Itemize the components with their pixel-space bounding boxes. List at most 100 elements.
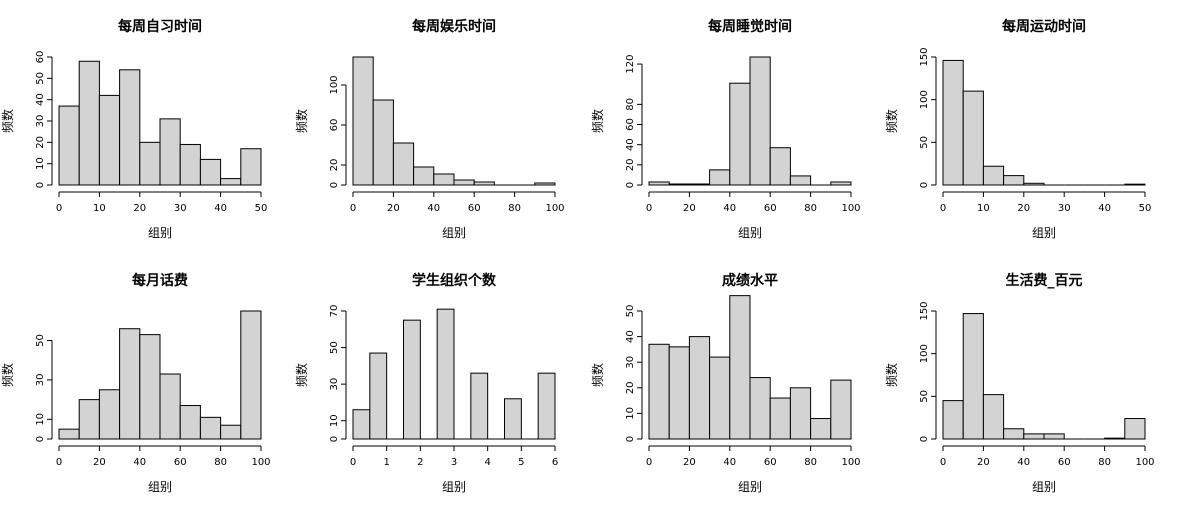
histogram-bar (749, 377, 771, 440)
histogram-bar (403, 319, 421, 440)
histogram-bar (199, 416, 222, 440)
x-tick-label: 10 (977, 203, 990, 214)
histogram-bar (942, 400, 964, 440)
y-tick-label: 100 (919, 90, 930, 109)
histogram-bar (352, 56, 374, 186)
histogram-bar (1023, 433, 1045, 440)
histogram-panel: 每周睡觉时间 0 20 40 60 80 100 组别 0 20 40 60 80 120 频数 (590, 18, 861, 240)
x-tick-label: 80 (508, 203, 521, 214)
histogram-bar (352, 409, 371, 440)
x-tick-label: 20 (93, 457, 106, 468)
y-tick-label: 40 (35, 93, 46, 106)
histogram-bar (98, 94, 121, 186)
chart-title: 每周睡觉时间 (708, 18, 792, 35)
histogram-bar (769, 397, 791, 440)
y-axis-label: 频数 (0, 109, 15, 133)
histogram-panel: 每月话费 0 20 40 60 80 100 组别 0 10 30 50 频数 (0, 272, 271, 494)
chart-title: 成绩水平 (722, 272, 778, 289)
histogram-bar (119, 69, 141, 186)
histogram-bar (668, 183, 690, 186)
histogram-bar (159, 118, 181, 186)
histogram-bar (392, 142, 415, 186)
y-tick-label: 0 (35, 182, 46, 188)
y-tick-label: 30 (35, 115, 46, 128)
histogram-panel: 每周运动时间 0 10 20 30 40 50 组别 0 50 100 150 频数 (884, 18, 1151, 240)
x-tick-label: 50 (1139, 203, 1152, 214)
x-tick-label: 0 (646, 203, 652, 214)
x-tick-label: 100 (841, 203, 860, 214)
histogram-bar (58, 428, 80, 440)
histogram-bar (98, 389, 121, 440)
histogram-bar (179, 405, 201, 440)
histogram-bar (962, 90, 984, 186)
x-tick-label: 100 (251, 457, 270, 468)
histogram-panel: 生活费_百元 0 20 40 60 80 100 组别 0 50 100 150 频数 (884, 272, 1155, 494)
x-tick-label: 0 (646, 457, 652, 468)
histogram-bar (1003, 428, 1025, 440)
y-axis-label: 频数 (0, 363, 15, 387)
y-tick-label: 10 (35, 157, 46, 170)
histogram-bar (810, 418, 832, 440)
histogram-bar (504, 398, 522, 440)
x-tick-label: 100 (841, 457, 860, 468)
y-tick-label: 0 (919, 436, 930, 442)
x-tick-label: 60 (174, 457, 187, 468)
histogram-panel: 成绩水平 0 20 40 60 80 100 组别 0 10 20 30 40 50 频数 (590, 272, 861, 494)
y-tick-label: 20 (625, 158, 636, 171)
x-tick-label: 60 (764, 203, 777, 214)
chart-title: 学生组织个数 (412, 272, 497, 289)
x-axis-label: 组别 (738, 480, 762, 494)
y-tick-label: 60 (625, 118, 636, 131)
x-tick-label: 0 (56, 203, 62, 214)
x-tick-label: 6 (552, 457, 558, 468)
y-tick-label: 0 (625, 436, 636, 442)
histogram-bar (139, 334, 161, 440)
histogram-bar (769, 147, 791, 186)
y-tick-label: 0 (35, 436, 46, 442)
x-tick-label: 40 (723, 203, 736, 214)
histogram-bar (1124, 418, 1146, 440)
histogram-bar (1104, 437, 1126, 440)
histogram-bar (709, 169, 731, 186)
histogram-bar (789, 387, 812, 440)
y-tick-label: 20 (329, 159, 340, 172)
histogram-bar (729, 82, 751, 186)
histogram-bar (1124, 183, 1146, 186)
y-tick-label: 20 (35, 136, 46, 149)
histogram-bar (534, 182, 556, 186)
y-tick-label: 0 (625, 182, 636, 188)
chart-title: 生活费_百元 (1006, 272, 1083, 289)
x-tick-label: 20 (977, 457, 990, 468)
y-tick-label: 150 (919, 301, 930, 320)
y-tick-label: 50 (329, 341, 340, 354)
histogram-bar (220, 178, 242, 186)
x-axis-label: 组别 (148, 480, 172, 494)
y-axis-label: 频数 (590, 363, 605, 387)
histogram-bar (709, 356, 731, 440)
y-tick-label: 80 (625, 98, 636, 111)
x-tick-label: 80 (1098, 457, 1111, 468)
histogram-bar (453, 179, 475, 186)
x-tick-label: 60 (468, 203, 481, 214)
x-axis-label: 组别 (738, 226, 762, 240)
y-tick-label: 30 (625, 356, 636, 369)
histogram-bar (648, 181, 670, 186)
x-tick-label: 80 (804, 203, 817, 214)
histogram-bar (830, 379, 852, 440)
histogram-bar (789, 175, 812, 186)
histogram-bar (220, 424, 242, 440)
x-tick-label: 40 (1098, 203, 1111, 214)
histogram-bar (1003, 175, 1025, 186)
x-tick-label: 100 (545, 203, 564, 214)
y-tick-label: 30 (35, 374, 46, 387)
y-tick-label: 50 (919, 390, 930, 403)
histogram-bar (942, 59, 964, 186)
y-tick-label: 50 (919, 136, 930, 149)
histogram-bar (372, 99, 394, 186)
y-tick-label: 60 (329, 119, 340, 132)
y-axis-label: 频数 (884, 363, 899, 387)
histogram-panel: 学生组织个数 0 1 2 3 4 5 6 组别 0 10 30 50 70 频数 (294, 272, 558, 494)
chart-title: 每周自习时间 (118, 18, 202, 35)
x-tick-label: 100 (1135, 457, 1154, 468)
